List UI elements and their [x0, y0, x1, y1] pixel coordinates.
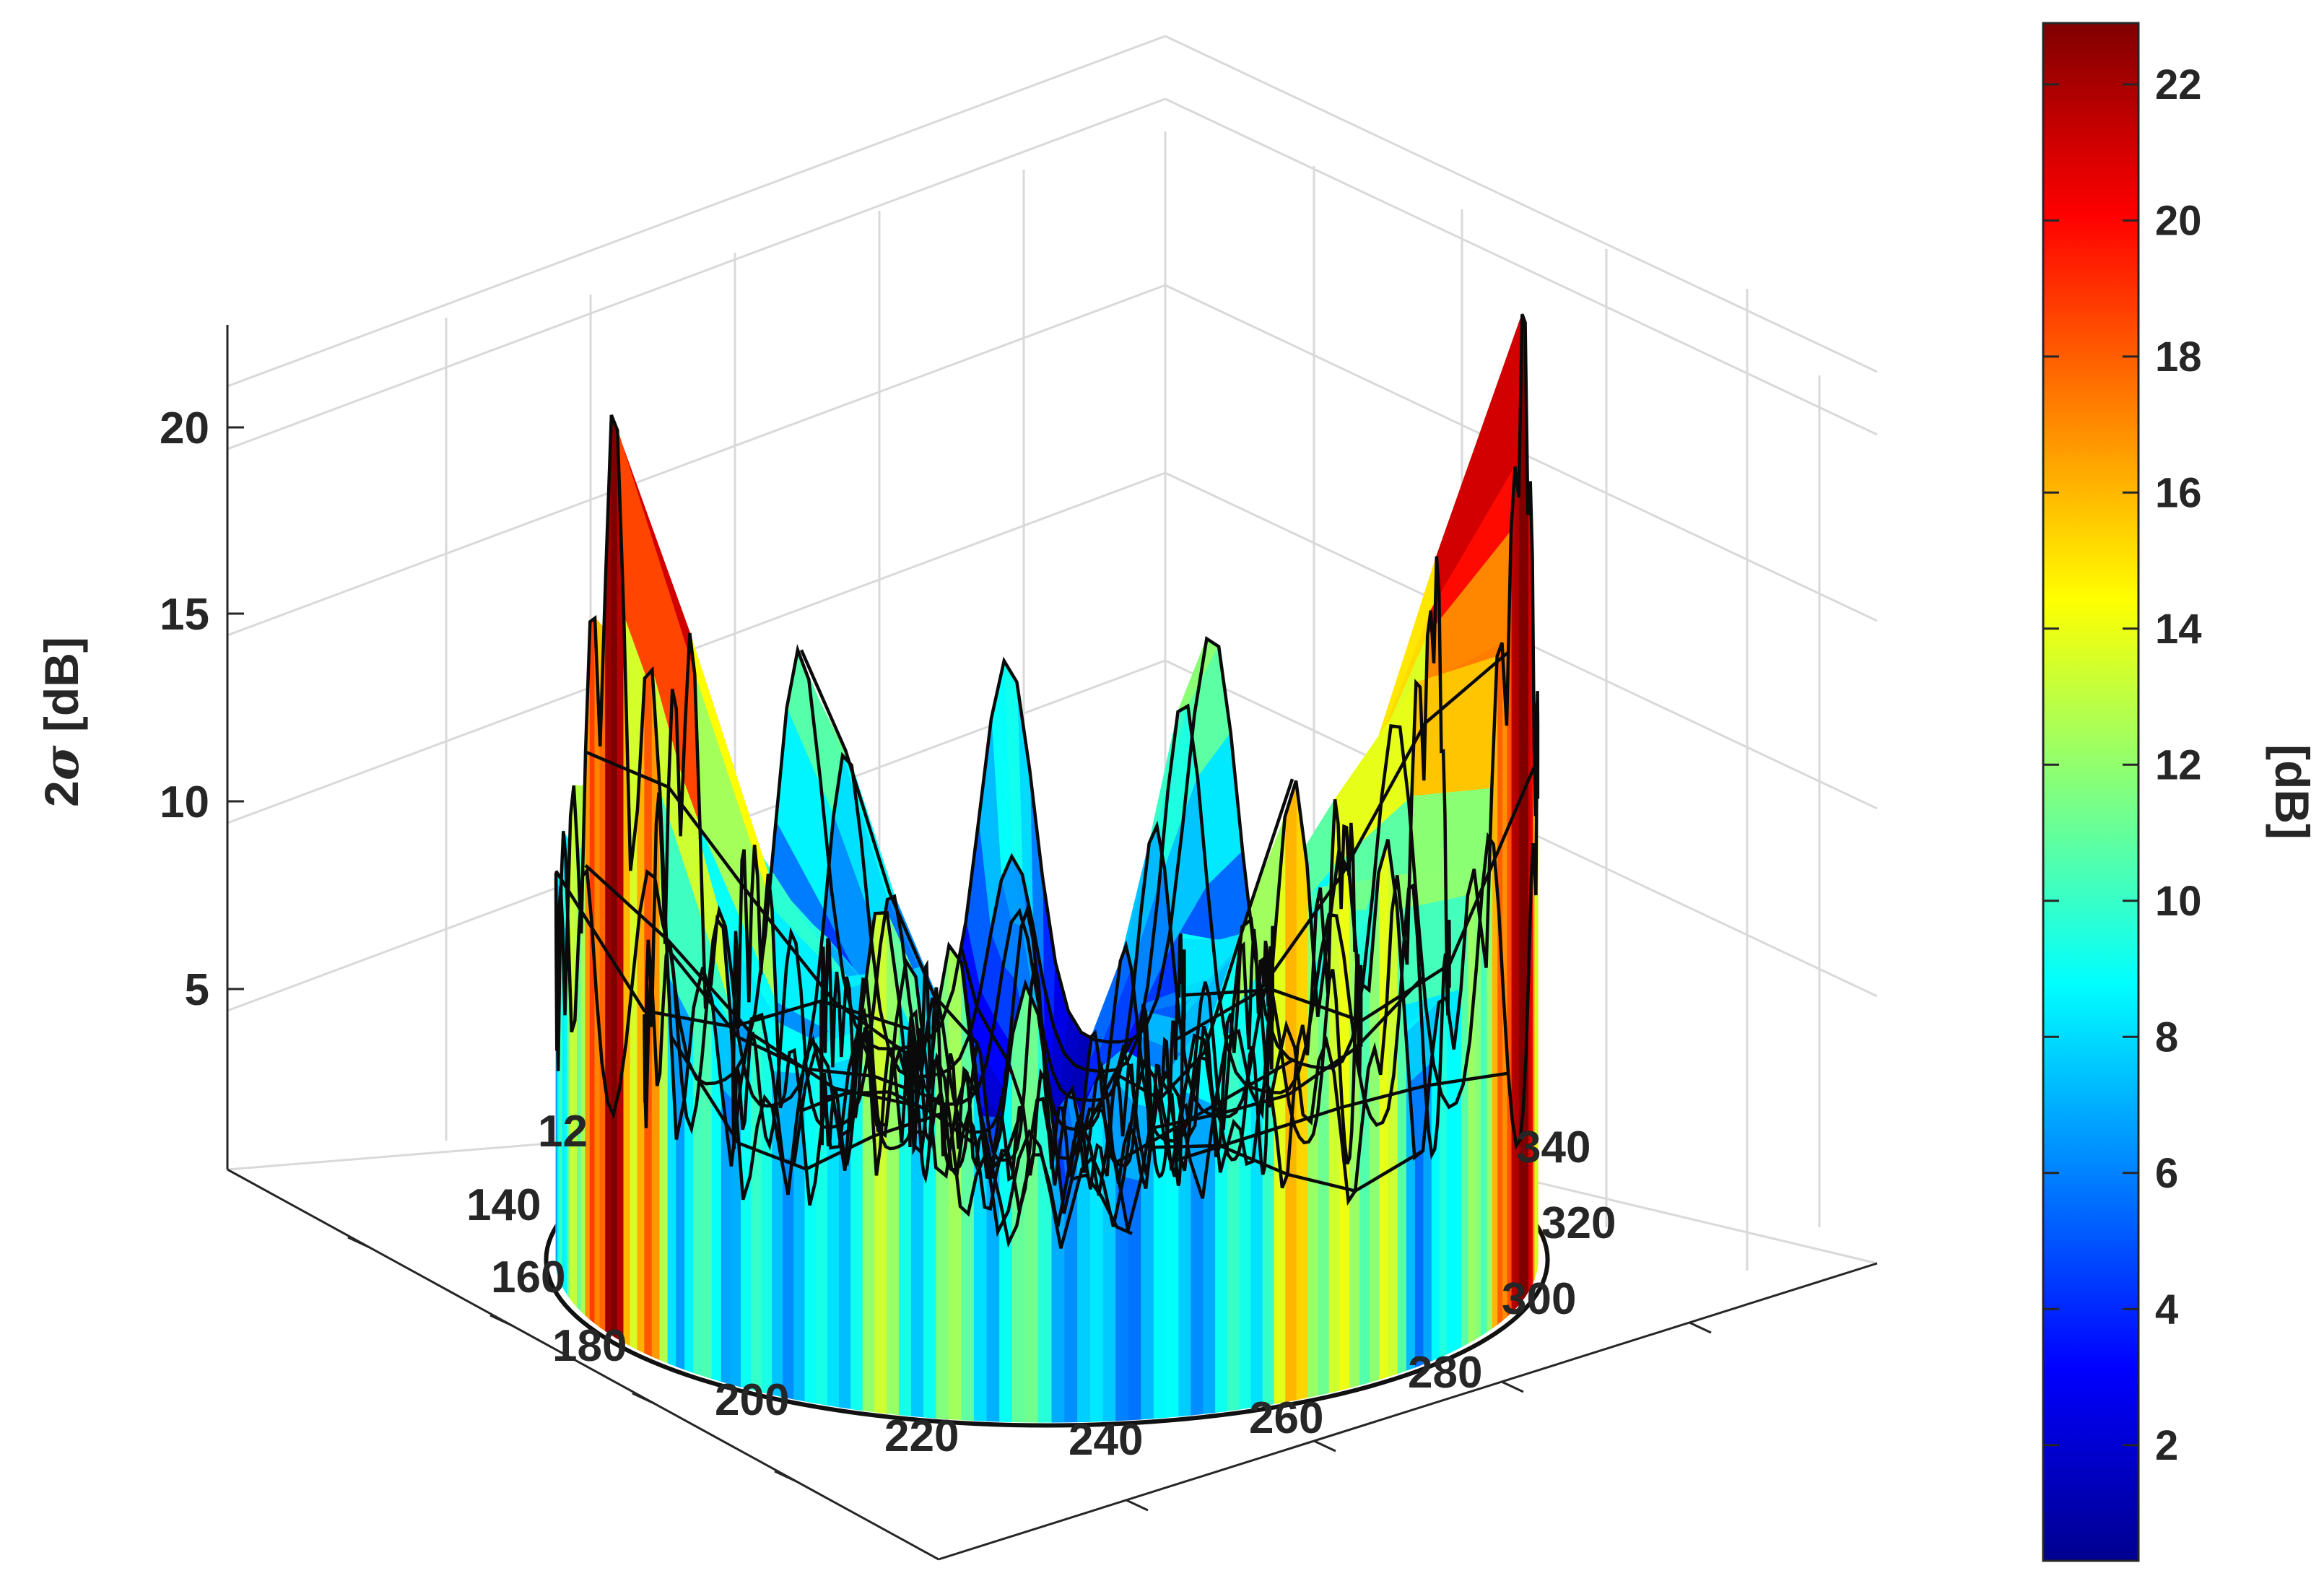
surface-radial-line — [1115, 778, 1294, 1102]
azimuth-tick-label: 320 — [1541, 1198, 1616, 1248]
azimuth-tick-label: 260 — [1249, 1393, 1323, 1443]
surface-radial-line — [554, 870, 910, 1031]
surface-radial-line — [585, 750, 919, 1063]
surface-radial-line — [1070, 1173, 1133, 1235]
surface-plot — [544, 313, 1550, 1428]
z-axis-label-sigma: σ — [33, 745, 90, 780]
colorbar-tick-label: 6 — [2155, 1150, 2178, 1197]
surface-radial-line — [1175, 650, 1510, 1041]
azimuth-tick-label: 300 — [1502, 1274, 1576, 1324]
surface-radial-line — [669, 1035, 942, 1171]
colorbar-gradient — [2042, 22, 2140, 1562]
colorbar-tick-label: 12 — [2155, 741, 2202, 788]
azimuth-tick-label: 340 — [1516, 1123, 1590, 1172]
surface-radial-line — [1152, 976, 1424, 1130]
z-tick-label: 15 — [160, 590, 209, 640]
z-tick-label: 20 — [160, 404, 209, 453]
z-tick-label: 5 — [185, 965, 209, 1015]
colorbar-tick-label: 4 — [2155, 1286, 2178, 1333]
azimuth-tick-label: 240 — [1069, 1415, 1143, 1465]
z-axis-label-prefix: 2 — [35, 780, 88, 807]
surface-radial-line — [1115, 1058, 1294, 1164]
surface-radial-line — [584, 864, 918, 1107]
floor-ticks — [226, 325, 1878, 1561]
surface-radial-line — [801, 1090, 980, 1149]
colorbar-tick-label: 20 — [2155, 197, 2202, 244]
z-axis-label-unit: [dB] — [35, 637, 88, 745]
z-axis: 5 10 15 20 — [160, 404, 244, 1015]
azimuth-tick-label: 180 — [552, 1321, 627, 1371]
colorbar: 2 4 6 8 10 12 14 16 18 20 22 [dB] — [2042, 22, 2319, 1562]
surface-radial-line — [1152, 1144, 1424, 1193]
colorbar-tick-label: 10 — [2155, 878, 2202, 925]
azimuth-tick-label: 160 — [491, 1253, 565, 1302]
z-axis-label: 2σ [dB] — [33, 637, 90, 807]
surface-radial-line — [1175, 1071, 1509, 1162]
z-tick-label: 10 — [160, 778, 209, 827]
colorbar-tick-label: 8 — [2155, 1014, 2178, 1060]
colorbar-ticks: 2 4 6 8 10 12 14 16 18 20 22 — [2043, 61, 2202, 1469]
colorbar-tick-label: 18 — [2155, 334, 2202, 380]
colorbar-tick-label: 2 — [2155, 1422, 2178, 1469]
surface-radial-line — [799, 649, 980, 1046]
surface-radial-line — [1184, 757, 1540, 1023]
colorbar-tick-label: 16 — [2155, 469, 2202, 516]
azimuth-tick-label: 140 — [466, 1180, 541, 1230]
colorbar-tick-label: 14 — [2155, 606, 2202, 653]
surface-radial-line — [1069, 1038, 1134, 1159]
colorbar-tick-label: 22 — [2155, 61, 2202, 108]
azimuth-tick-labels: 12 140 160 180 200 220 240 260 280 300 320 340 — [466, 1107, 1616, 1465]
azimuth-tick-label: 220 — [884, 1411, 959, 1461]
azimuth-tick-label: 280 — [1408, 1348, 1482, 1398]
colorbar-label: [dB] — [2266, 744, 2319, 840]
azimuth-tick-label: 200 — [715, 1375, 789, 1425]
azimuth-tick-label: 12 — [538, 1107, 588, 1157]
surface-radial-line — [959, 948, 1025, 1107]
surface-radial-line — [959, 962, 1025, 1172]
